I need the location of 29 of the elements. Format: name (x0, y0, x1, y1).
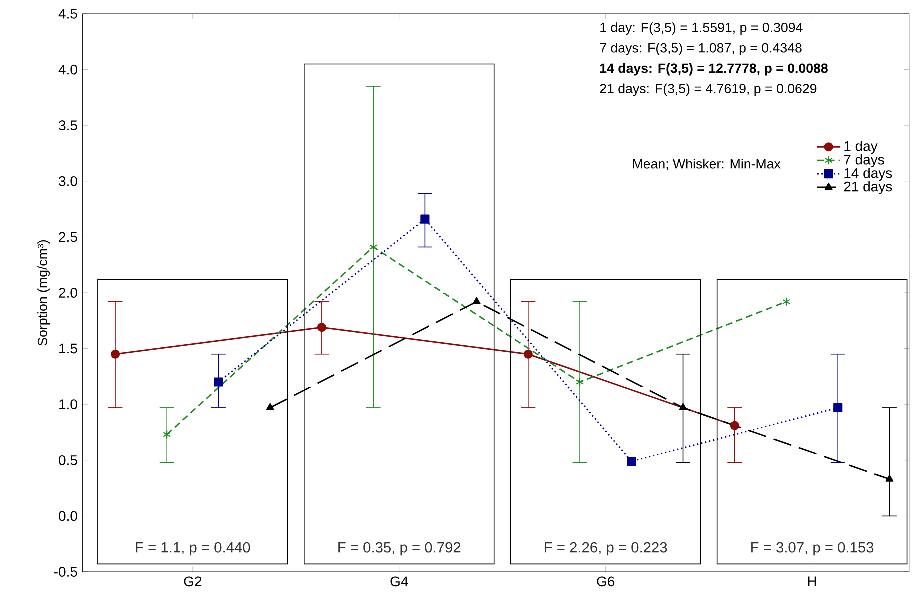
x-tick-label: G4 (390, 576, 408, 586)
y-axis-title: Sorption (mg/cm³) (38, 240, 50, 346)
x-tick-label: H (808, 576, 816, 586)
annotation: 7 days: F(3,5) = 1.087, p = 0.4348 (600, 42, 802, 56)
y-tick-label: 1.0 (60, 399, 78, 410)
y-tick-label: 0.0 (59, 511, 78, 522)
y-tick-label: 2.0 (59, 288, 78, 298)
x-tick-label: G2 (184, 576, 202, 586)
y-tick-label: 4.0 (58, 64, 78, 75)
annotation: F = 1.1, p = 0.440 (136, 542, 250, 556)
legend-label: 7 days (844, 154, 884, 168)
annotation: Mean; Whisker: Min-Max (633, 158, 781, 170)
annotation: F = 2.26, p = 0.223 (545, 542, 668, 556)
annotation: 14 days: F(3,5) = 12.7778, p = 0.0088 (600, 63, 828, 76)
y-tick-label: -0.5 (54, 566, 78, 577)
y-tick-label: 1.5 (60, 344, 78, 354)
annotation: F = 0.35, p = 0.792 (338, 542, 461, 556)
legend-label: 1 day (844, 140, 878, 154)
annotation: F = 3.07, p = 0.153 (752, 542, 874, 556)
y-tick-label: 2.5 (59, 232, 78, 242)
legend-label: 21 days (844, 181, 892, 194)
legend-label: 14 days (844, 168, 892, 181)
y-tick-label: 4.5 (58, 8, 78, 19)
y-tick-label: 3.5 (59, 120, 78, 130)
y-tick-label: 3.0 (59, 176, 78, 186)
y-tick-label: 0.5 (59, 455, 78, 466)
annotation: 1 day: F(3,5) = 1.5591, p = 0.3094 (600, 22, 803, 35)
annotation: 21 days: F(3,5) = 4.7619, p = 0.0629 (600, 84, 817, 96)
x-tick-label: G6 (597, 576, 615, 586)
